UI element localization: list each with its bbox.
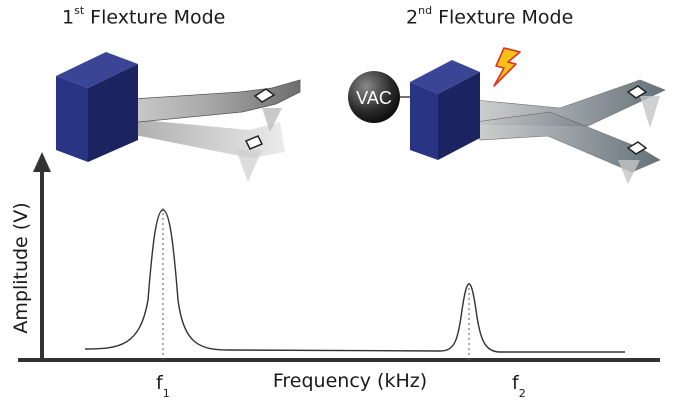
mode-1-suffix: st <box>74 4 85 17</box>
mode-2-ordinal: 2 <box>406 6 419 29</box>
probe-pad-upper <box>253 88 276 103</box>
mode-1-block <box>56 52 138 162</box>
vac-label: VAC <box>356 88 392 108</box>
response-curve <box>84 209 625 353</box>
y-axis-label: Amplitude (V) <box>10 202 32 334</box>
probe-pad-upper-2 <box>626 85 648 99</box>
f2-subscript: 2 <box>518 386 526 400</box>
mode-2-block <box>410 60 480 160</box>
f1-subscript: 1 <box>162 386 170 400</box>
f1-letter: f <box>156 372 163 394</box>
mode-1-cantilever <box>56 52 301 182</box>
y-axis-arrow-icon <box>33 152 51 172</box>
probe-pad-lower <box>244 135 264 150</box>
f2-label: f2 <box>512 372 526 400</box>
f2-letter: f <box>512 372 519 394</box>
f1-label: f1 <box>156 372 170 400</box>
probe-pad-lower-2 <box>626 141 648 155</box>
mode-1-title-text: Flexture Mode <box>84 6 226 29</box>
mode-2-suffix: nd <box>418 4 433 17</box>
mode-2-title: 2nd Flexture Mode <box>406 4 574 29</box>
x-axis-label: Frequency (kHz) <box>272 370 428 392</box>
vac-source-icon <box>348 71 400 123</box>
spectrum-plot <box>18 152 660 362</box>
mode-1-ordinal: 1 <box>62 6 75 29</box>
mode-1-title: 1st Flexture Mode <box>62 4 226 29</box>
lightning-icon <box>493 47 521 87</box>
mode-2-title-text: Flexture Mode <box>432 6 574 29</box>
mode-2-cantilever: VAC <box>348 47 666 184</box>
